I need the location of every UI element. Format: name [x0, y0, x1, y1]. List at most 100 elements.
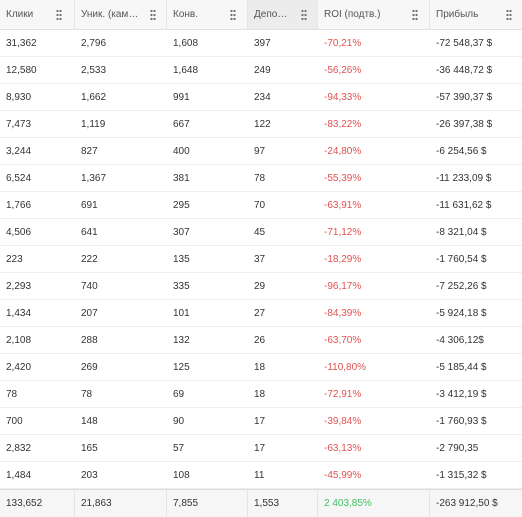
clicks-cell: 8,930: [6, 91, 32, 103]
clicks-cell: 78: [6, 388, 18, 400]
table-row[interactable]: 2,420 269 125 18 -110,80% -5 185,44 $: [0, 354, 522, 381]
unique-cell: 203: [81, 469, 98, 481]
unique-cell: 740: [81, 280, 98, 292]
conversions-cell: 667: [173, 118, 190, 130]
unique-cell: 2,796: [81, 37, 107, 49]
roi-cell: -84,39%: [324, 307, 362, 319]
profit-cell: -3 412,19 $: [436, 388, 487, 400]
table-row[interactable]: 4,506 641 307 45 -71,12% -8 321,04 $: [0, 219, 522, 246]
total-profit: -263 912,50 $: [436, 498, 498, 509]
clicks-cell: 223: [6, 253, 23, 265]
roi-cell: -63,91%: [324, 199, 362, 211]
column-header-clicks[interactable]: Клики: [0, 0, 75, 29]
table-row[interactable]: 6,524 1,367 381 78 -55,39% -11 233,09 $: [0, 165, 522, 192]
conversions-cell: 101: [173, 307, 190, 319]
unique-cell: 148: [81, 415, 98, 427]
deposits-cell: 18: [254, 361, 266, 373]
profit-cell: -4 306,12$: [436, 334, 484, 346]
table-row[interactable]: 31,362 2,796 1,608 397 -70,21% -72 548,37 $: [0, 30, 522, 57]
drag-handle-icon[interactable]: [56, 9, 62, 20]
deposits-cell: 122: [254, 118, 271, 130]
column-header-profit[interactable]: Прибыль: [430, 0, 522, 29]
profit-cell: -7 252,26 $: [436, 280, 487, 292]
unique-cell: 2,533: [81, 64, 107, 76]
clicks-cell: 1,434: [6, 307, 32, 319]
deposits-cell: 29: [254, 280, 266, 292]
conversions-cell: 307: [173, 226, 190, 238]
total-unique: 21,863: [75, 490, 167, 517]
deposits-cell: 249: [254, 64, 271, 76]
deposits-cell: 11: [254, 469, 265, 481]
deposits-cell: 97: [254, 145, 266, 157]
unique-cell: 269: [81, 361, 98, 373]
roi-cell: -56,26%: [324, 64, 362, 76]
clicks-cell: 1,766: [6, 199, 32, 211]
roi-cell: -45,99%: [324, 469, 362, 481]
totals-row: 133,652 21,863 7,855 1,553 2 403,85% -26…: [0, 489, 522, 517]
unique-cell: 1,662: [81, 91, 107, 103]
unique-cell: 691: [81, 199, 98, 211]
table-row[interactable]: 3,244 827 400 97 -24,80% -6 254,56 $: [0, 138, 522, 165]
unique-cell: 207: [81, 307, 98, 319]
profit-cell: -36 448,72 $: [436, 64, 493, 76]
total-clicks: 133,652: [0, 490, 75, 517]
profit-cell: -11 233,09 $: [436, 172, 492, 184]
clicks-cell: 700: [6, 415, 23, 427]
total-roi: 2 403,85%: [318, 490, 430, 517]
profit-cell: -26 397,38 $: [436, 118, 493, 130]
table-row[interactable]: 1,766 691 295 70 -63,91% -11 631,62 $: [0, 192, 522, 219]
deposits-cell: 78: [254, 172, 266, 184]
drag-handle-icon[interactable]: [506, 9, 512, 20]
conversions-cell: 90: [173, 415, 185, 427]
table-row[interactable]: 223 222 135 37 -18,29% -1 760,54 $: [0, 246, 522, 273]
conversions-cell: 295: [173, 199, 190, 211]
table-row[interactable]: 78 78 69 18 -72,91% -3 412,19 $: [0, 381, 522, 408]
grid-body: 31,362 2,796 1,608 397 -70,21% -72 548,37 $ 12…: [0, 30, 522, 489]
clicks-cell: 2,832: [6, 442, 32, 454]
roi-cell: -63,70%: [324, 334, 362, 346]
unique-cell: 641: [81, 226, 98, 238]
profit-cell: -57 390,37 $: [436, 91, 493, 103]
unique-cell: 222: [81, 253, 98, 265]
column-header-conversions[interactable]: Конв.: [167, 0, 248, 29]
deposits-cell: 70: [254, 199, 266, 211]
conversions-cell: 991: [173, 91, 190, 103]
drag-handle-icon[interactable]: [230, 9, 236, 20]
drag-handle-icon[interactable]: [301, 9, 307, 20]
roi-cell: -18,29%: [324, 253, 362, 265]
drag-handle-icon[interactable]: [412, 9, 418, 20]
profit-cell: -8 321,04 $: [436, 226, 487, 238]
column-header-deposits[interactable]: Депозиты: [248, 0, 318, 29]
deposits-cell: 234: [254, 91, 271, 103]
conversions-cell: 132: [173, 334, 190, 346]
conversions-cell: 135: [173, 253, 190, 265]
column-header-unique[interactable]: Уник. (кампания): [75, 0, 167, 29]
roi-cell: -83,22%: [324, 118, 362, 130]
roi-cell: -71,12%: [324, 226, 362, 238]
column-header-roi[interactable]: ROI (подтв.): [318, 0, 430, 29]
deposits-cell: 27: [254, 307, 266, 319]
table-row[interactable]: 8,930 1,662 991 234 -94,33% -57 390,37 $: [0, 84, 522, 111]
profit-cell: -6 254,56 $: [436, 145, 487, 157]
profit-cell: -1 760,54 $: [436, 253, 487, 265]
unique-cell: 165: [81, 442, 98, 454]
table-row[interactable]: 2,832 165 57 17 -63,13% -2 790,35: [0, 435, 522, 462]
conversions-cell: 69: [173, 388, 185, 400]
table-row[interactable]: 1,434 207 101 27 -84,39% -5 924,18 $: [0, 300, 522, 327]
clicks-cell: 12,580: [6, 64, 37, 76]
table-row[interactable]: 700 148 90 17 -39,84% -1 760,93 $: [0, 408, 522, 435]
clicks-cell: 3,244: [6, 145, 32, 157]
roi-cell: -55,39%: [324, 172, 362, 184]
deposits-cell: 17: [254, 442, 266, 454]
table-row[interactable]: 2,108 288 132 26 -63,70% -4 306,12$: [0, 327, 522, 354]
table-row[interactable]: 2,293 740 335 29 -96,17% -7 252,26 $: [0, 273, 522, 300]
table-row[interactable]: 7,473 1,119 667 122 -83,22% -26 397,38 $: [0, 111, 522, 138]
drag-handle-icon[interactable]: [150, 9, 156, 20]
profit-cell: -72 548,37 $: [436, 37, 493, 49]
deposits-cell: 26: [254, 334, 266, 346]
table-row[interactable]: 12,580 2,533 1,648 249 -56,26% -36 448,72 $: [0, 57, 522, 84]
table-row[interactable]: 1,484 203 108 11 -45,99% -1 315,32 $: [0, 462, 522, 489]
deposits-cell: 45: [254, 226, 266, 238]
clicks-cell: 2,420: [6, 361, 32, 373]
